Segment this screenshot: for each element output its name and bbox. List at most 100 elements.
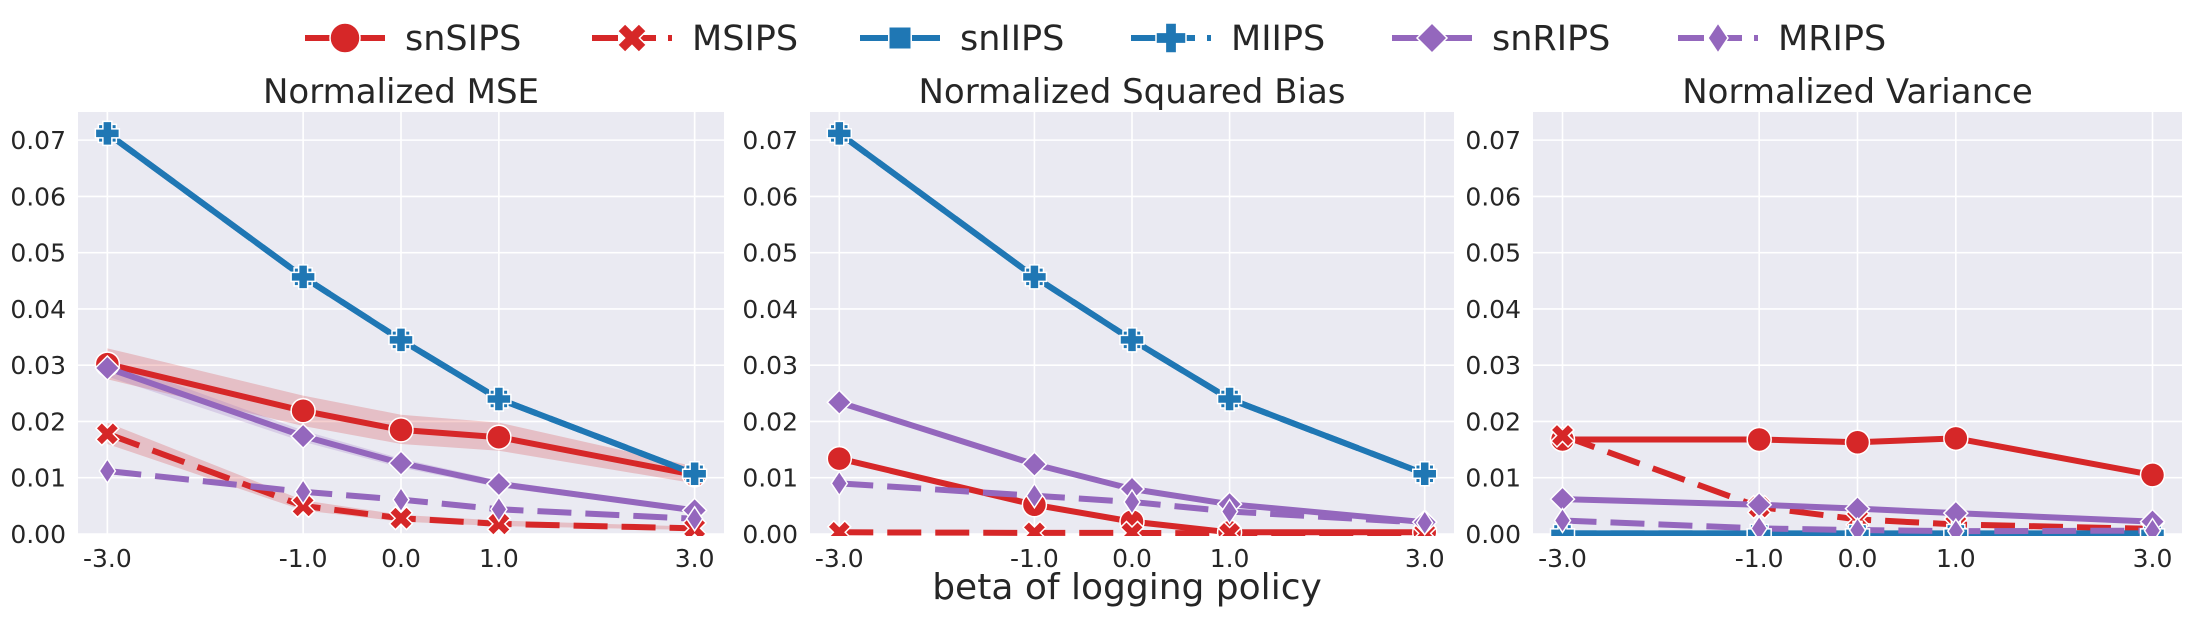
panel-normalized-mse-point-miips (388, 327, 414, 353)
panel-normalized-squared-bias-ytick-label: 0.05 (742, 239, 798, 268)
panel-normalized-squared-bias-point-snrips (826, 389, 853, 416)
panel-normalized-mse: 0.00 0.01 0.02 0.03 0.04 0.05 0.06 0.07 -3.0 -1.0… (10, 72, 724, 573)
panel-normalized-variance-xtick-label: -3.0 (1538, 544, 1587, 573)
panel-normalized-variance-point-snsips (2139, 462, 2166, 488)
panel-normalized-mse-point-mrips (98, 457, 117, 485)
legend-marker-mrips (1707, 21, 1729, 55)
panel-normalized-mse-title: Normalized MSE (263, 72, 539, 112)
panel-normalized-squared-bias-point-msips (1021, 520, 1047, 536)
panel-normalized-squared-bias-point-mrips (1025, 482, 1044, 510)
panel-normalized-squared-bias-xtick-label: 0.0 (1112, 544, 1152, 573)
legend-label-miips: MIIPS (1231, 19, 1325, 59)
panel-normalized-squared-bias-xtick-label: 1.0 (1210, 544, 1250, 573)
panel-normalized-squared-bias-point-msips (826, 519, 852, 536)
legend-marker-snrips (1415, 21, 1449, 55)
legend-label-mrips: MRIPS (1778, 19, 1886, 59)
panel-normalized-mse-point-miips (290, 264, 316, 290)
panel-normalized-mse-ytick-label: 0.00 (10, 520, 66, 549)
legend: snSIPS MSIPS snIIPS MIIPS snRIPS MRIPS (305, 19, 1886, 59)
panel-normalized-squared-bias-point-miips (826, 120, 853, 147)
panel-normalized-squared-bias-xtick-label: -1.0 (1010, 544, 1059, 573)
panel-normalized-squared-bias-point-miips (1021, 264, 1048, 290)
legend-item-sniips: snIIPS (860, 19, 1064, 59)
panel-normalized-squared-bias-point-msips (1217, 520, 1243, 536)
legend-label-msips: MSIPS (692, 19, 798, 59)
panel-normalized-squared-bias-ytick-label: 0.02 (742, 407, 798, 436)
panel-normalized-mse-ytick-label: 0.07 (10, 126, 66, 155)
panel-normalized-variance-point-mrips (1848, 516, 1867, 536)
panel-normalized-variance: 0.00 0.01 0.02 0.03 0.04 0.05 0.06 0.07 -3.0 -1.0… (1465, 72, 2182, 573)
panel-normalized-squared-bias-xtick-label: -3.0 (815, 544, 864, 573)
panel-normalized-mse-point-miips (94, 120, 121, 147)
panel-normalized-squared-bias-point-miips (1216, 386, 1243, 412)
panel-normalized-squared-bias-point-snrips (1021, 451, 1048, 478)
legend-marker-snsips (329, 22, 361, 54)
panel-normalized-mse-plot-area (94, 120, 708, 536)
panel-normalized-variance-point-snsips (1844, 429, 1871, 456)
panel-normalized-variance-ytick-label: 0.04 (1465, 295, 1521, 324)
panel-normalized-mse-point-mrips (392, 486, 410, 514)
panel-normalized-mse-xtick-label: -3.0 (83, 544, 132, 573)
panel-normalized-mse-point-snsips (486, 424, 512, 450)
panel-normalized-variance-point-snsips (1746, 426, 1772, 453)
legend-label-snrips: snRIPS (1492, 19, 1610, 59)
x-axis-label: beta of logging policy (932, 567, 1322, 608)
legend-item-miips: MIIPS (1131, 19, 1325, 59)
legend-label-sniips: snIIPS (960, 19, 1064, 59)
panel-normalized-variance-xtick-label: 0.0 (1838, 544, 1878, 573)
panel-normalized-squared-bias-plot-area (826, 120, 1438, 536)
panel-normalized-variance-xtick-label: -1.0 (1735, 544, 1784, 573)
panel-normalized-squared-bias-xtick-label: 3.0 (1405, 544, 1445, 573)
legend-marker-msips (616, 22, 648, 54)
panel-normalized-variance-title: Normalized Variance (1682, 72, 2033, 112)
panel-normalized-variance-point-mrips (1750, 515, 1769, 536)
panel-normalized-squared-bias-ytick-label: 0.00 (742, 520, 798, 549)
panel-normalized-variance-ytick-label: 0.00 (1465, 520, 1521, 549)
panel-normalized-mse-xtick-label: 0.0 (381, 544, 421, 573)
panel-normalized-variance-ytick-label: 0.05 (1465, 239, 1521, 268)
panel-normalized-squared-bias-point-msips (1119, 520, 1145, 536)
legend-item-msips: MSIPS (592, 19, 798, 59)
legend-label-snsips: snSIPS (405, 19, 521, 59)
panel-normalized-squared-bias-ytick-label: 0.07 (742, 126, 798, 155)
panel-normalized-variance-point-mrips (1553, 507, 1572, 534)
legend-marker-miips (1155, 22, 1187, 54)
panel-normalized-mse-point-mrips (685, 505, 704, 533)
panel-normalized-mse-ytick-label: 0.05 (10, 239, 66, 268)
panel-normalized-squared-bias-point-mrips (830, 470, 849, 497)
panel-normalized-mse-ytick-label: 0.06 (10, 182, 66, 211)
panel-normalized-variance-point-mrips (1946, 517, 1965, 536)
panel-normalized-mse-xtick-label: 1.0 (479, 544, 519, 573)
panel-normalized-mse-point-snrips (290, 423, 317, 450)
panel-normalized-mse-ytick-label: 0.04 (10, 295, 66, 324)
panels: 0.00 0.01 0.02 0.03 0.04 0.05 0.06 0.07 -3.0 -1.0… (10, 72, 2182, 573)
panel-normalized-mse-point-msips (388, 505, 414, 531)
panel-normalized-variance-point-mrips (2143, 517, 2162, 536)
panel-normalized-mse-point-snrips (94, 354, 121, 382)
legend-item-snsips: snSIPS (305, 19, 521, 59)
panel-normalized-variance-ytick-label: 0.06 (1465, 182, 1521, 211)
panel-normalized-mse-xtick-label: -1.0 (279, 544, 328, 573)
panel-normalized-squared-bias-point-miips (1119, 327, 1145, 353)
panel-normalized-squared-bias-point-mrips (1415, 509, 1434, 536)
panel-normalized-variance-ytick-label: 0.03 (1465, 351, 1521, 380)
panel-normalized-mse-ytick-label: 0.01 (10, 464, 66, 493)
panel-normalized-mse-point-mrips (489, 495, 508, 523)
panel-normalized-mse-ytick-label: 0.02 (10, 407, 66, 436)
panel-normalized-squared-bias-title: Normalized Squared Bias (918, 72, 1345, 112)
panel-normalized-mse-ytick-label: 0.03 (10, 351, 66, 380)
panel-normalized-squared-bias-point-mrips (1123, 488, 1141, 516)
panel-normalized-squared-bias-ytick-label: 0.01 (742, 464, 798, 493)
panel-normalized-squared-bias: 0.00 0.01 0.02 0.03 0.04 0.05 0.06 0.07 -3.0 -1.0… (742, 72, 1454, 573)
panel-normalized-variance-ytick-label: 0.07 (1465, 126, 1521, 155)
panel-normalized-variance-ytick-label: 0.02 (1465, 407, 1521, 436)
panel-normalized-variance-xtick-label: 3.0 (2133, 544, 2173, 573)
panel-normalized-mse-point-msips (94, 421, 120, 447)
panel-normalized-mse-point-miips (486, 386, 512, 412)
panel-normalized-squared-bias-point-mrips (1220, 498, 1239, 525)
panel-normalized-mse-point-snrips (387, 450, 415, 477)
panel-normalized-variance-point-msips (1549, 423, 1576, 449)
panel-normalized-mse-point-snsips (388, 417, 414, 443)
panel-normalized-squared-bias-ytick-label: 0.03 (742, 351, 798, 380)
panel-normalized-squared-bias-point-snsips (826, 445, 853, 472)
